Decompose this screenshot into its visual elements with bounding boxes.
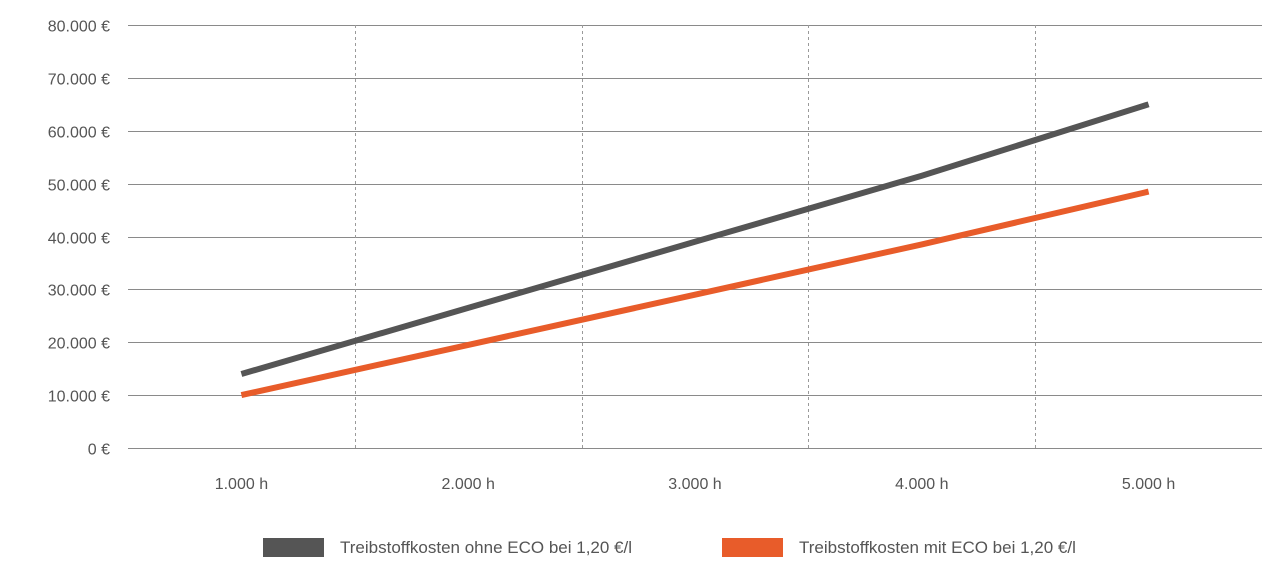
legend-swatch-series-1 <box>263 538 324 557</box>
y-tick-label: 80.000 € <box>48 19 110 36</box>
legend-label-series-1: Treibstoffkosten ohne ECO bei 1,20 €/l <box>340 538 632 558</box>
series-line-2 <box>241 192 1148 396</box>
series-line-1 <box>241 104 1148 374</box>
y-tick-label: 50.000 € <box>48 178 110 195</box>
chart-legend: Treibstoffkosten ohne ECO bei 1,20 €/l T… <box>0 536 1271 559</box>
x-tick-label: 4.000 h <box>895 476 948 493</box>
y-tick-label: 20.000 € <box>48 336 110 353</box>
legend-item-series-1: Treibstoffkosten ohne ECO bei 1,20 €/l <box>263 536 632 559</box>
y-tick-label: 10.000 € <box>48 389 110 406</box>
legend-item-series-2: Treibstoffkosten mit ECO bei 1,20 €/l <box>722 536 1076 559</box>
x-tick-label: 3.000 h <box>668 476 721 493</box>
y-tick-label: 0 € <box>88 442 110 459</box>
legend-swatch-series-2 <box>722 538 783 557</box>
y-tick-label: 40.000 € <box>48 231 110 248</box>
axis-labels: 0 € 10.000 € 20.000 € 30.000 € 40.000 € 50.00… <box>48 19 1176 494</box>
y-tick-label: 70.000 € <box>48 72 110 89</box>
series-layer <box>241 104 1148 395</box>
x-tick-label: 1.000 h <box>215 476 268 493</box>
y-tick-label: 30.000 € <box>48 283 110 300</box>
legend-label-series-2: Treibstoffkosten mit ECO bei 1,20 €/l <box>799 538 1076 558</box>
y-tick-label: 60.000 € <box>48 125 110 142</box>
x-tick-label: 5.000 h <box>1122 476 1175 493</box>
x-tick-label: 2.000 h <box>442 476 495 493</box>
